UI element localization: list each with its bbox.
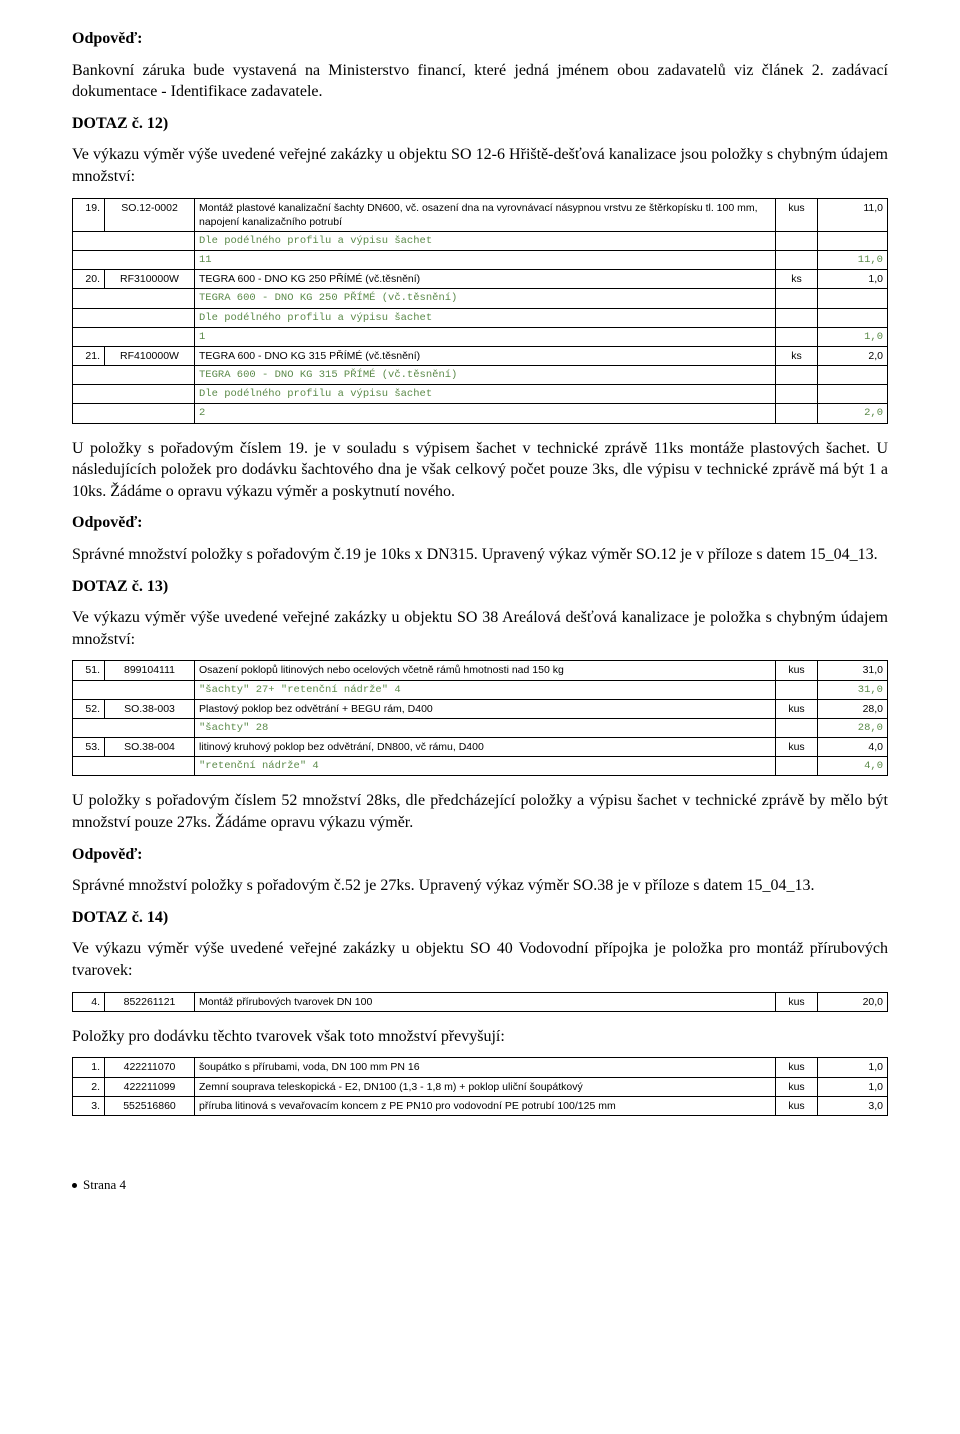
table-row: 19.SO.12-0002Montáž plastové kanalizační… [73, 198, 888, 231]
para-9: Položky pro dodávku těchto tvarovek však… [72, 1026, 888, 1048]
answer-heading-3: Odpověď: [72, 844, 888, 866]
table-1: 19.SO.12-0002Montáž plastové kanalizační… [72, 198, 888, 424]
table-row: 21.RF410000WTEGRA 600 - DNO KG 315 PŘÍMÉ… [73, 346, 888, 365]
bullet-icon [72, 1183, 77, 1188]
dotaz-13-heading: DOTAZ č. 13) [72, 576, 888, 598]
table-row: 1.422211070šoupátko s přírubami, voda, D… [73, 1058, 888, 1077]
para-8: Ve výkazu výměr výše uvedené veřejné zak… [72, 938, 888, 981]
table-row: Dle podélného profilu a výpisu šachet [73, 308, 888, 327]
table-row: 4.852261121Montáž přírubových tvarovek D… [73, 992, 888, 1011]
para-1: Bankovní záruka bude vystavená na Minist… [72, 60, 888, 103]
dotaz-14-heading: DOTAZ č. 14) [72, 907, 888, 929]
table-row: 20.RF310000WTEGRA 600 - DNO KG 250 PŘÍMÉ… [73, 270, 888, 289]
para-6: U položky s pořadovým číslem 52 množství… [72, 790, 888, 833]
table-row: Dle podélného profilu a výpisu šachet [73, 231, 888, 250]
table-row: Dle podélného profilu a výpisu šachet [73, 385, 888, 404]
table-4: 1.422211070šoupátko s přírubami, voda, D… [72, 1057, 888, 1116]
table-2: 51.899104111Osazení poklopů litinových n… [72, 660, 888, 776]
table-row: 51.899104111Osazení poklopů litinových n… [73, 661, 888, 680]
para-5: Ve výkazu výměr výše uvedené veřejné zak… [72, 607, 888, 650]
footer-text: Strana 4 [83, 1177, 126, 1192]
table-row: 3.552516860příruba litinová s vevařovací… [73, 1096, 888, 1115]
answer-heading-1: Odpověď: [72, 28, 888, 50]
table-row: 2.422211099Zemní souprava teleskopická -… [73, 1077, 888, 1096]
table-row: 1111,0 [73, 251, 888, 270]
answer-heading-2: Odpověď: [72, 512, 888, 534]
table-row: 52.SO.38-003Plastový poklop bez odvětrán… [73, 699, 888, 718]
page-footer: Strana 4 [72, 1176, 888, 1194]
table-row: "šachty" 27+ "retenční nádrže" 431,0 [73, 680, 888, 699]
dotaz-12-heading: DOTAZ č. 12) [72, 113, 888, 135]
table-row: TEGRA 600 - DNO KG 315 PŘÍMÉ (vč.těsnění… [73, 366, 888, 385]
table-row: 22,0 [73, 404, 888, 423]
table-row: "retenční nádrže" 44,0 [73, 757, 888, 776]
table-row: TEGRA 600 - DNO KG 250 PŘÍMÉ (vč.těsnění… [73, 289, 888, 308]
para-3: U položky s pořadovým číslem 19. je v so… [72, 438, 888, 503]
table-row: 53.SO.38-004litinový kruhový poklop bez … [73, 738, 888, 757]
para-7: Správné množství položky s pořadovým č.5… [72, 875, 888, 897]
para-2: Ve výkazu výměr výše uvedené veřejné zak… [72, 144, 888, 187]
table-3: 4.852261121Montáž přírubových tvarovek D… [72, 992, 888, 1012]
table-row: "šachty" 2828,0 [73, 718, 888, 737]
table-row: 11,0 [73, 327, 888, 346]
para-4: Správné množství položky s pořadovým č.1… [72, 544, 888, 566]
